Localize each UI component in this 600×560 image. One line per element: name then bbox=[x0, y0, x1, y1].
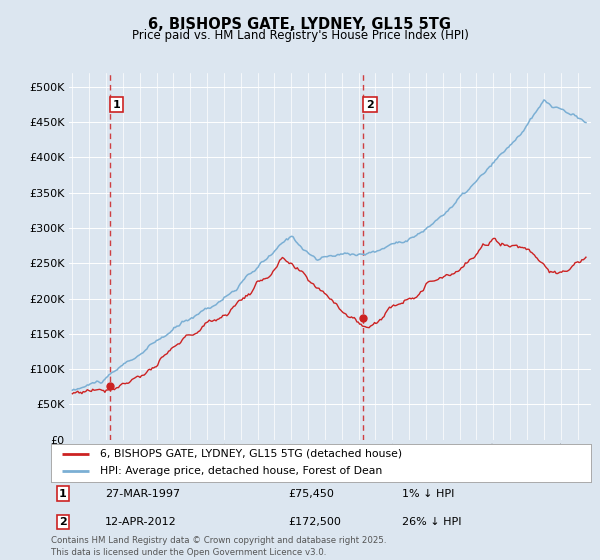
Text: £75,450: £75,450 bbox=[289, 489, 334, 499]
Text: 2: 2 bbox=[59, 517, 67, 527]
Text: 1% ↓ HPI: 1% ↓ HPI bbox=[402, 489, 454, 499]
Text: 2: 2 bbox=[366, 100, 374, 110]
Text: 1: 1 bbox=[59, 489, 67, 499]
Text: Contains HM Land Registry data © Crown copyright and database right 2025.
This d: Contains HM Land Registry data © Crown c… bbox=[51, 536, 386, 557]
Text: Price paid vs. HM Land Registry's House Price Index (HPI): Price paid vs. HM Land Registry's House … bbox=[131, 29, 469, 42]
Text: 12-APR-2012: 12-APR-2012 bbox=[105, 517, 177, 527]
Text: £172,500: £172,500 bbox=[289, 517, 341, 527]
Text: 6, BISHOPS GATE, LYDNEY, GL15 5TG: 6, BISHOPS GATE, LYDNEY, GL15 5TG bbox=[149, 17, 452, 32]
Text: 1: 1 bbox=[113, 100, 121, 110]
Text: HPI: Average price, detached house, Forest of Dean: HPI: Average price, detached house, Fore… bbox=[100, 466, 382, 477]
Text: 26% ↓ HPI: 26% ↓ HPI bbox=[402, 517, 461, 527]
Text: 27-MAR-1997: 27-MAR-1997 bbox=[105, 489, 180, 499]
Text: 6, BISHOPS GATE, LYDNEY, GL15 5TG (detached house): 6, BISHOPS GATE, LYDNEY, GL15 5TG (detac… bbox=[100, 449, 402, 459]
